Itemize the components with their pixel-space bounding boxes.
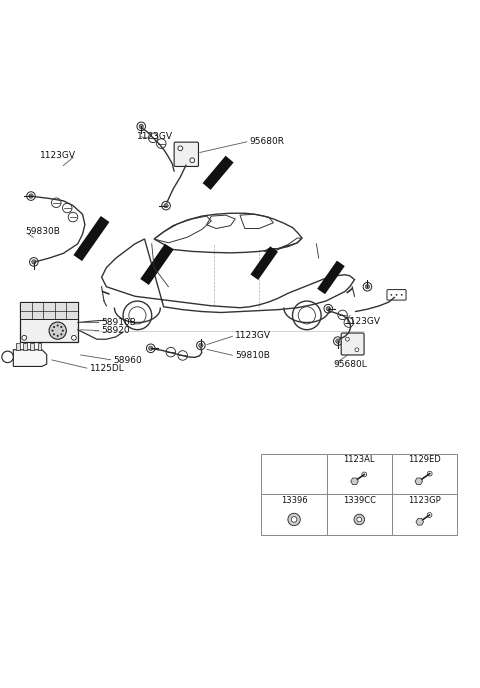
Circle shape [137,122,145,131]
Circle shape [146,344,155,352]
Text: 1123GP: 1123GP [408,495,441,504]
Polygon shape [140,244,173,285]
Text: 13396: 13396 [281,495,307,504]
Circle shape [391,294,392,296]
Circle shape [156,139,166,149]
Polygon shape [415,478,422,484]
Polygon shape [351,478,359,484]
Bar [16,343,20,350]
Bar [31,343,34,350]
Text: 95680R: 95680R [250,137,285,146]
Circle shape [346,337,349,341]
Circle shape [57,325,59,327]
FancyBboxPatch shape [387,290,406,300]
Text: 59830B: 59830B [25,227,60,237]
Polygon shape [73,216,109,261]
Circle shape [365,285,370,289]
Bar [327,494,392,535]
Bar [392,454,457,494]
Bar [21,303,78,342]
Circle shape [355,348,359,352]
Circle shape [139,125,144,129]
Circle shape [326,307,330,311]
Circle shape [178,146,183,151]
Text: 58960: 58960 [114,356,142,365]
Text: 1123GV: 1123GV [345,316,381,325]
Text: 1123GV: 1123GV [235,331,271,340]
Circle shape [162,202,170,210]
Bar [37,343,41,350]
Text: 1123GV: 1123GV [137,132,173,141]
Polygon shape [317,261,345,294]
Text: 1125DL: 1125DL [90,365,124,374]
Text: 59810B: 59810B [235,352,270,361]
Polygon shape [203,155,234,190]
Polygon shape [416,519,423,525]
Circle shape [164,204,168,208]
Circle shape [362,472,367,477]
Circle shape [427,471,432,476]
Bar [327,454,392,494]
Circle shape [49,322,66,339]
Text: 1123GV: 1123GV [39,151,75,160]
Circle shape [2,351,13,363]
Bar [262,454,327,494]
Circle shape [427,513,432,517]
Circle shape [32,260,36,264]
Circle shape [363,283,372,291]
Text: 1123AL: 1123AL [344,455,375,464]
Circle shape [27,192,35,200]
Text: 1339CC: 1339CC [343,495,376,504]
Circle shape [29,194,33,198]
Circle shape [53,326,55,328]
Polygon shape [13,350,47,367]
Text: 1129ED: 1129ED [408,455,441,464]
Circle shape [178,351,188,361]
Polygon shape [251,246,278,280]
Circle shape [53,333,55,335]
Circle shape [396,294,397,296]
Bar [392,494,457,535]
Text: 58910B: 58910B [102,318,136,327]
Circle shape [60,326,62,328]
Circle shape [149,346,153,350]
Circle shape [148,133,158,142]
FancyBboxPatch shape [341,333,364,355]
Circle shape [72,336,76,340]
Circle shape [62,203,72,213]
Circle shape [291,517,297,522]
Circle shape [344,318,354,327]
Circle shape [51,198,61,208]
Bar [24,343,27,350]
Circle shape [30,257,38,266]
Bar [262,494,327,535]
Circle shape [60,333,62,335]
Circle shape [197,341,205,350]
Circle shape [336,339,340,343]
Circle shape [401,294,403,296]
Bar [21,303,78,319]
Text: 95680L: 95680L [333,361,367,369]
Circle shape [51,330,54,332]
Circle shape [57,335,59,337]
Text: 58920: 58920 [102,326,130,335]
Circle shape [199,343,203,347]
Circle shape [62,330,64,332]
Circle shape [288,513,300,526]
Circle shape [357,517,361,522]
Circle shape [324,304,333,313]
Circle shape [354,514,364,525]
Circle shape [166,347,176,357]
Circle shape [190,158,195,162]
Circle shape [22,336,27,340]
FancyBboxPatch shape [174,142,199,166]
Circle shape [334,337,342,345]
Circle shape [338,310,348,320]
Circle shape [68,213,78,222]
